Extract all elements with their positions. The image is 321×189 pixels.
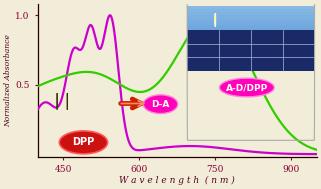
Bar [187, 5, 314, 9]
Bar [187, 15, 314, 19]
Bar [187, 68, 314, 71]
Bar [187, 48, 314, 51]
Bar [187, 61, 314, 64]
Bar [187, 55, 314, 58]
Bar [187, 19, 314, 22]
Ellipse shape [220, 78, 274, 97]
Bar [187, 28, 314, 32]
Bar [187, 64, 314, 68]
Ellipse shape [59, 131, 108, 154]
Bar [187, 35, 314, 38]
X-axis label: W a v e l e n g t h  ( n m ): W a v e l e n g t h ( n m ) [119, 176, 235, 185]
Bar [187, 38, 314, 41]
Bar [187, 12, 314, 15]
Ellipse shape [143, 95, 178, 114]
Bar [187, 25, 314, 28]
Text: D-A: D-A [152, 100, 170, 109]
Bar [187, 32, 314, 35]
Bar [187, 22, 314, 25]
Bar [187, 45, 314, 48]
Bar [187, 58, 314, 61]
Bar [187, 30, 314, 71]
Text: DPP: DPP [72, 137, 95, 147]
Y-axis label: Normalized Absorbance: Normalized Absorbance [4, 34, 12, 127]
Bar [187, 9, 314, 12]
Bar [187, 41, 314, 45]
Text: A-D/DPP: A-D/DPP [226, 83, 268, 92]
Bar [187, 51, 314, 55]
